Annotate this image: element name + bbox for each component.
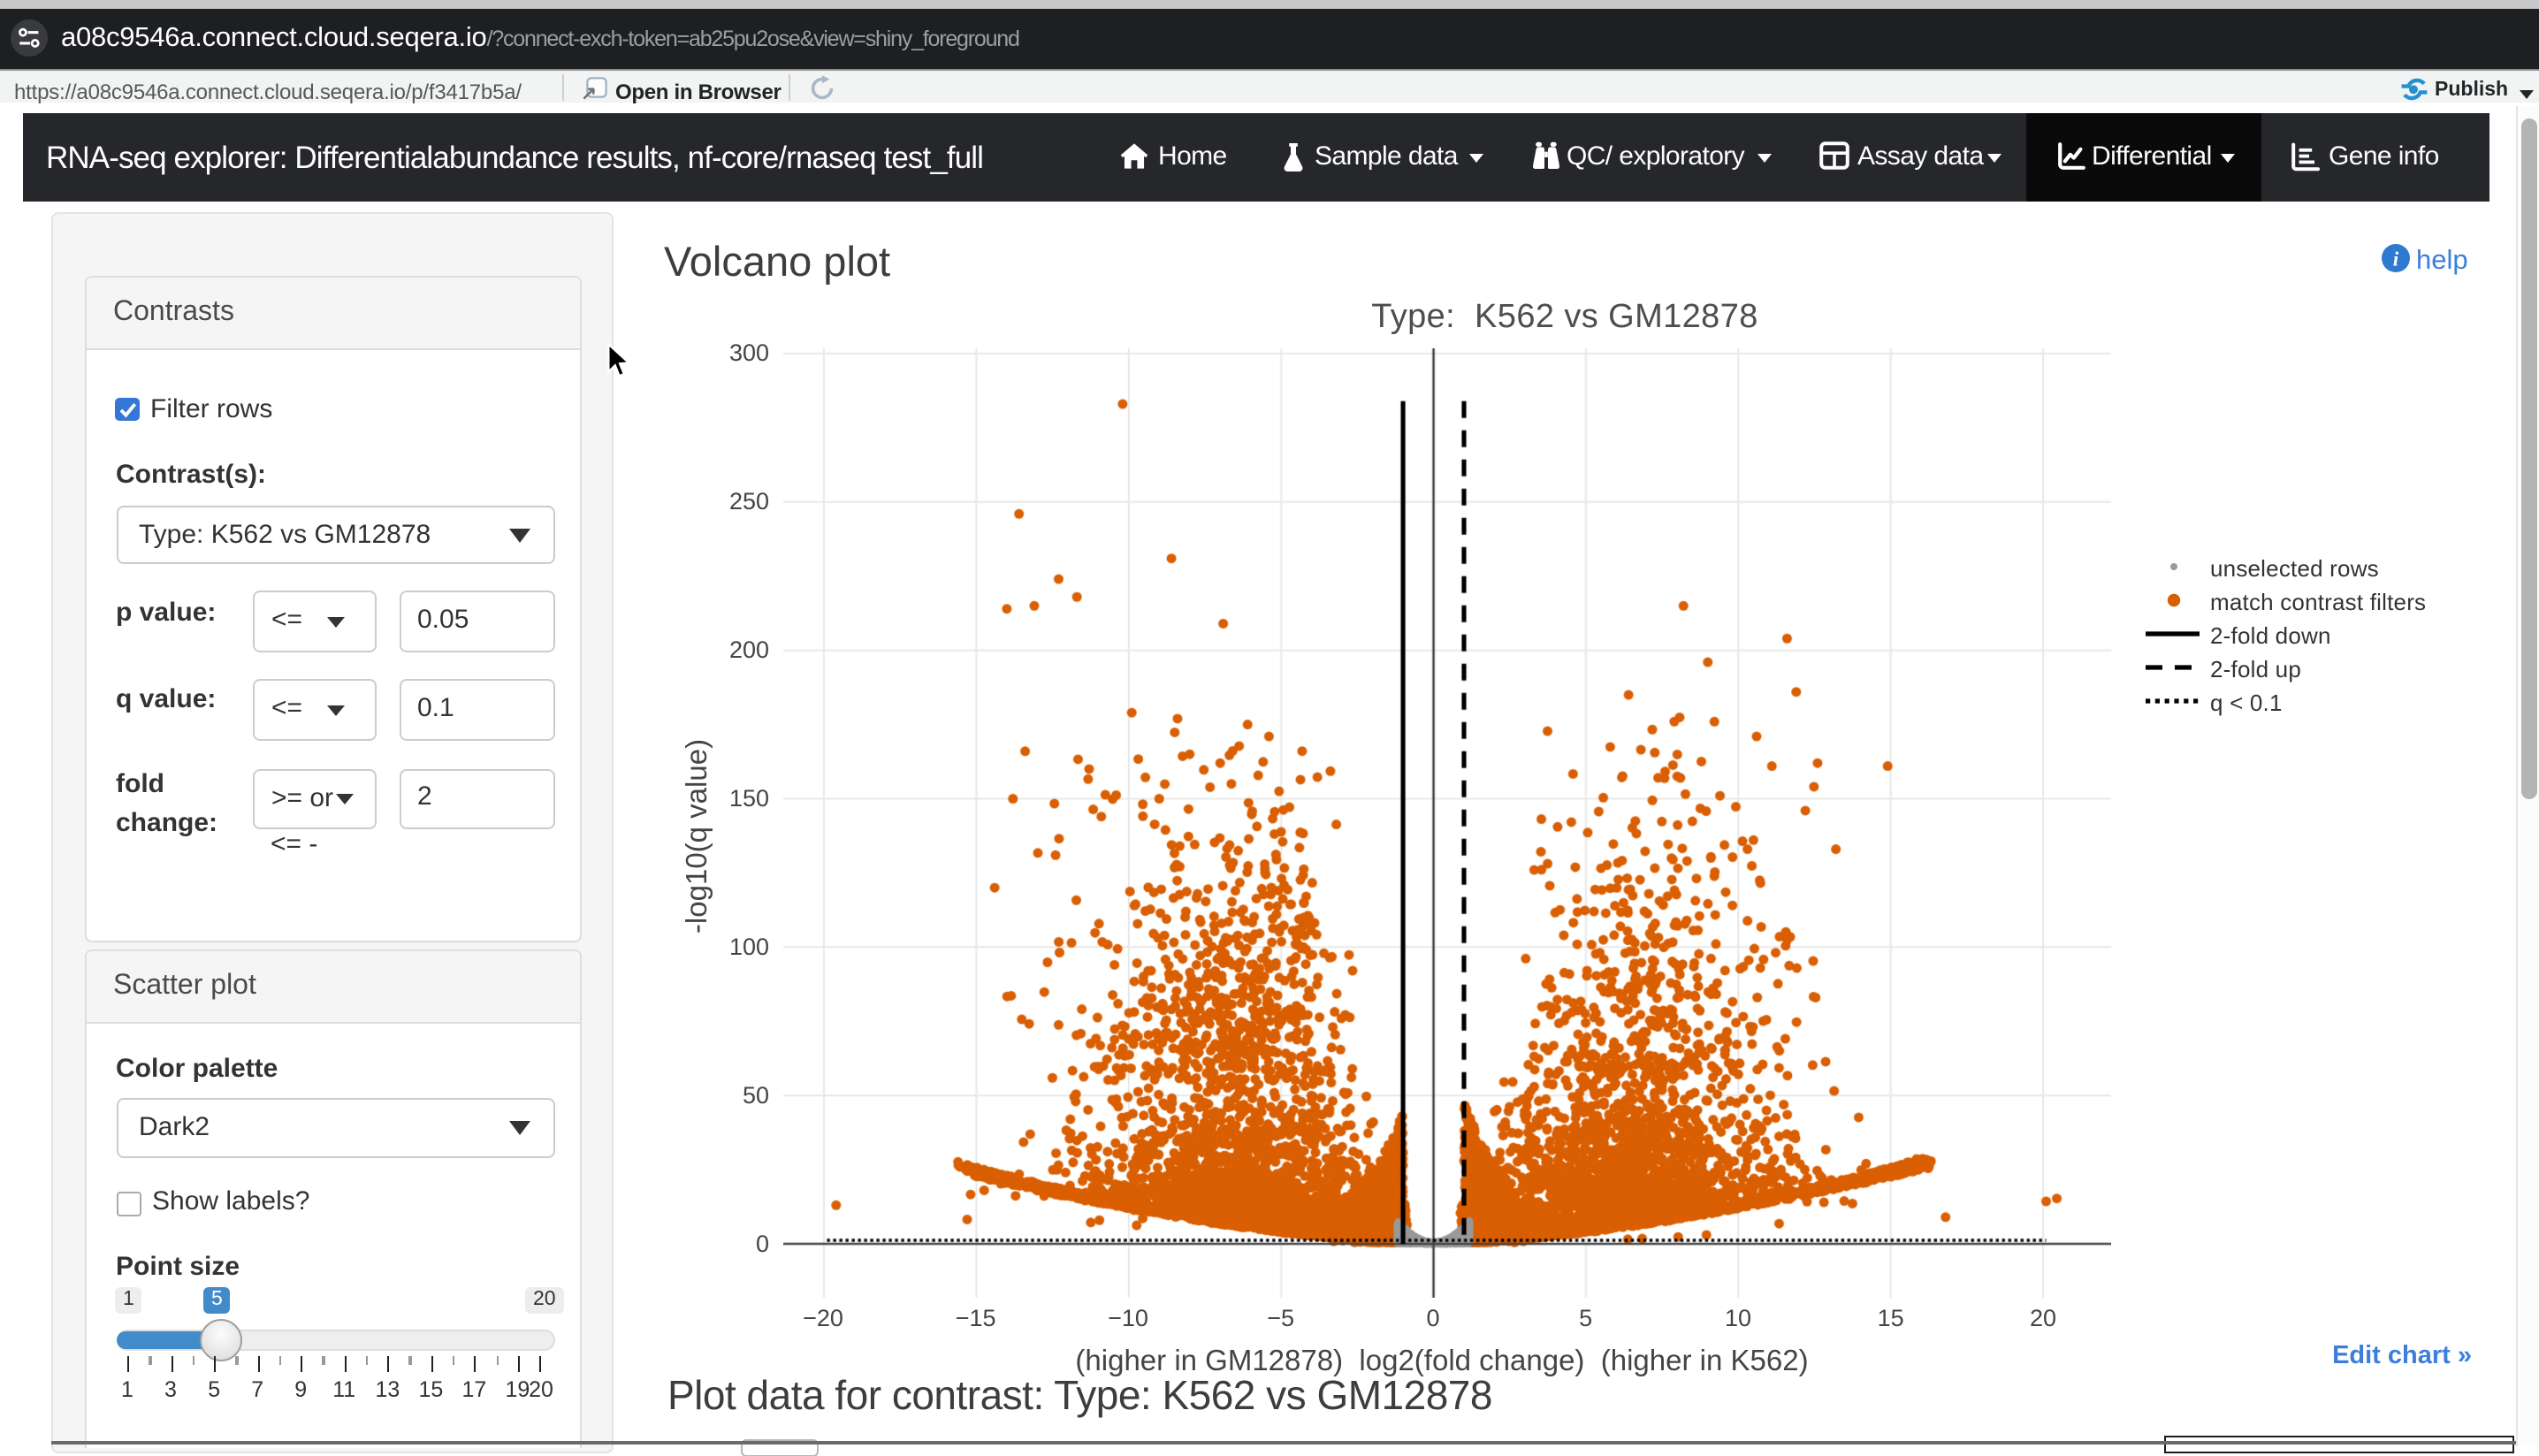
svg-text:i: i [2393,248,2399,270]
